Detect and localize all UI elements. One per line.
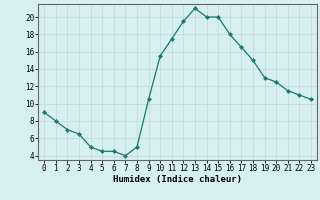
X-axis label: Humidex (Indice chaleur): Humidex (Indice chaleur) [113,175,242,184]
